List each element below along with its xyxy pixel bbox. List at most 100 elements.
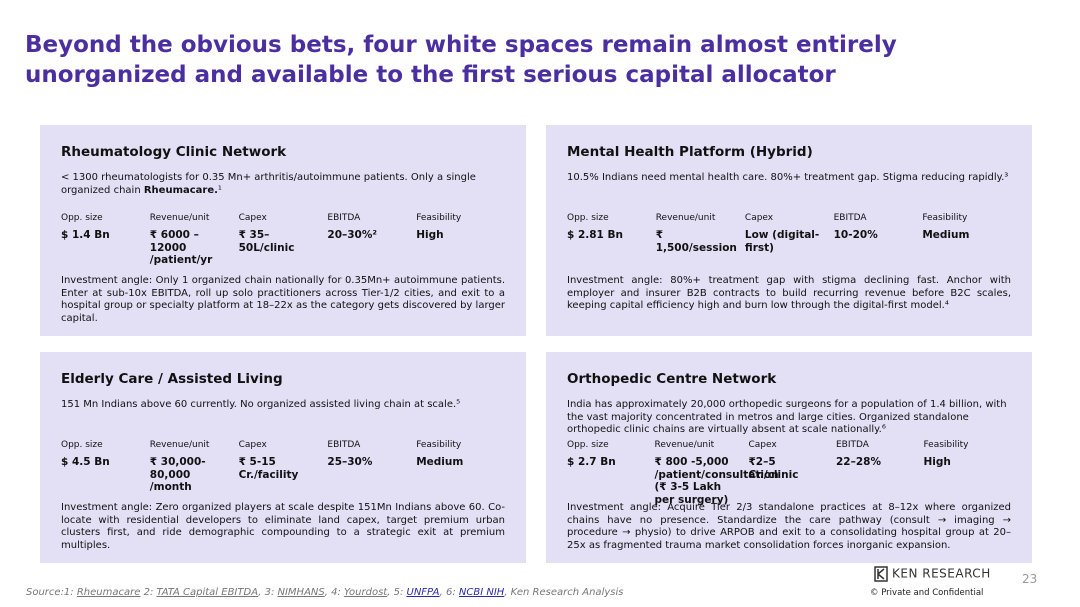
metric-label: Revenue/unit [149, 213, 210, 223]
metric-value: ₹ 35–50L/clinic [238, 229, 295, 254]
card-title: Elderly Care / Assisted Living [61, 371, 283, 387]
metric: EBITDA 10-20% [834, 213, 923, 269]
metric: Revenue/unit ₹ 1,500/session [656, 213, 745, 269]
source-link[interactable]: TATA Capital EBITDA [156, 587, 259, 598]
logo-text: KEN RESEARCH [892, 566, 991, 581]
metric: Feasibility Medium [416, 440, 505, 496]
metrics: Opp. size $ 2.81 Bn Revenue/unit ₹ 1,500/se… [567, 213, 1011, 269]
card-description: < 1300 rheumatologists for 0.35 Mn+ arth… [61, 172, 505, 209]
metric: Opp. size $ 4.5 Bn [61, 440, 150, 496]
metric-value: 22–28% [836, 456, 881, 468]
description-text: 151 Mn Indians above 60 currently. No or… [61, 399, 461, 410]
logo-mark [874, 566, 888, 582]
metric-label: Revenue/unit [149, 440, 210, 450]
metric-value: ₹ 6000 – 12000 /patient/yr [149, 229, 213, 266]
card: Elderly Care / Assisted Living 151 Mn Ind… [40, 352, 526, 563]
metric-value: Low (digital-first) [744, 229, 820, 254]
metric: Feasibility High [416, 213, 505, 269]
logo: KEN RESEARCH [874, 566, 991, 582]
source-text: , 3: [258, 587, 278, 598]
metric: Feasibility Medium [922, 213, 1011, 269]
card: Mental Health Platform (Hybrid) 10.5% Ind… [546, 125, 1032, 336]
card-description: 151 Mn Indians above 60 currently. No or… [61, 399, 505, 436]
investment-angle: Investment angle: Only 1 organized chain… [61, 275, 505, 324]
metric-label: Opp. size [567, 213, 609, 223]
metric-label: Capex [238, 440, 267, 450]
source-text: , 5: [387, 587, 407, 598]
source-link[interactable]: Rheumacare [76, 587, 141, 598]
investment-angle: Investment angle: 80%+ treatment gap wit… [567, 275, 1011, 311]
metric-value: High [416, 229, 444, 241]
metric-value: 25–30% [327, 456, 373, 468]
metric-value: ₹ 5-15 Cr./facility [238, 456, 299, 481]
metric-value: $ 2.7 Bn [567, 456, 616, 468]
metric-label: EBITDA [836, 440, 869, 450]
card-title: Orthopedic Centre Network [567, 371, 777, 387]
page-number: 23 [1022, 572, 1038, 586]
metric-value: $ 1.4 Bn [61, 229, 110, 241]
metric-value: Medium [416, 456, 464, 468]
source-text: Source:1: [26, 587, 77, 598]
source-note: Source:1: Rheumacare 2: TATA Capital EBI… [26, 587, 623, 598]
metric-value: ₹2–5 Cr./clinic [748, 456, 799, 481]
metric-label: Revenue/unit [654, 440, 715, 450]
metric: Revenue/unit ₹ 800 -5,000 /patient/consul… [654, 440, 779, 506]
investment-angle: Investment angle: Acquire Tier 2/3 stand… [567, 502, 1011, 551]
metric-value: 20–30%² [327, 229, 377, 241]
metric-label: Opp. size [61, 440, 103, 450]
source-link[interactable]: NIMHANS [277, 587, 325, 598]
metric: Opp. size $ 1.4 Bn [61, 213, 150, 269]
card-title: Rheumatology Clinic Network [61, 144, 287, 160]
card-description: 10.5% Indians need mental health care. 8… [567, 172, 1011, 209]
metric-label: Feasibility [416, 213, 462, 223]
metric-value: ₹ 30,000-80,000 /month [149, 456, 206, 493]
metric-label: Capex [238, 213, 267, 223]
metric-label: Capex [744, 213, 774, 223]
description-text: 10.5% Indians need mental health care. 8… [567, 172, 1009, 183]
metrics: Opp. size $ 2.7 Bn Revenue/unit ₹ 800 -5,00… [567, 440, 1012, 506]
metric: Capex ₹ 35–50L/clinic [239, 213, 328, 269]
slide-title: Beyond the obvious bets, four white spac… [25, 32, 897, 88]
source-text: , 4: [324, 587, 345, 598]
metric: Capex Low (digital-first) [745, 213, 834, 269]
source-link[interactable]: NCBI NIH [458, 587, 505, 598]
metric: Revenue/unit ₹ 6000 – 12000 /patient/yr [150, 213, 239, 269]
metric-value: Medium [922, 229, 970, 241]
metric: EBITDA 25–30% [327, 440, 416, 496]
metric: EBITDA 20–30%² [327, 213, 416, 269]
source-link[interactable]: Yourdost [344, 587, 388, 598]
metric: Revenue/unit ₹ 30,000-80,000 /month [150, 440, 239, 496]
metric-label: Opp. size [567, 440, 609, 450]
metric: Feasibility High [924, 440, 1012, 496]
card-title: Mental Health Platform (Hybrid) [567, 144, 813, 160]
metrics: Opp. size $ 1.4 Bn Revenue/unit ₹ 6000 – 12… [61, 213, 505, 269]
metric-value: 10-20% [833, 229, 878, 241]
metric-value: High [923, 456, 951, 468]
metric-label: Revenue/unit [655, 213, 716, 223]
metric-label: EBITDA [327, 213, 361, 223]
card-description: India has approximately 20,000 orthopedi… [567, 399, 1011, 436]
description-text: India has approximately 20,000 orthopedi… [567, 399, 1007, 435]
source-text: , Ken Research Analysis [504, 587, 624, 598]
metric-label: Feasibility [416, 440, 462, 450]
metric: EBITDA 22–28% [836, 440, 924, 496]
source-link[interactable]: UNFPA [406, 587, 440, 598]
confidential-note: © Private and Confidential [870, 588, 984, 598]
metric: Capex ₹2–5 Cr./clinic [749, 440, 837, 496]
description-text: ¹ [217, 184, 222, 196]
description-text: < 1300 rheumatologists for 0.35 Mn+ arth… [61, 172, 476, 196]
metric-value: ₹ 800 -5,000 /patient/consultation (₹ 3-… [654, 456, 779, 506]
metric-label: EBITDA [327, 440, 361, 450]
metric: Opp. size $ 2.7 Bn [567, 440, 655, 496]
metric-label: Feasibility [922, 213, 968, 223]
description-text: Rheumacare. [143, 184, 218, 196]
metric-value: $ 2.81 Bn [567, 229, 624, 241]
card: Rheumatology Clinic Network < 1300 rheuma… [40, 125, 526, 336]
metric-value: $ 4.5 Bn [61, 456, 110, 468]
metric: Opp. size $ 2.81 Bn [567, 213, 656, 269]
metric-label: Feasibility [923, 440, 969, 450]
metric-label: Opp. size [61, 213, 103, 223]
metric: Capex ₹ 5-15 Cr./facility [239, 440, 328, 496]
metric-label: EBITDA [833, 213, 867, 223]
